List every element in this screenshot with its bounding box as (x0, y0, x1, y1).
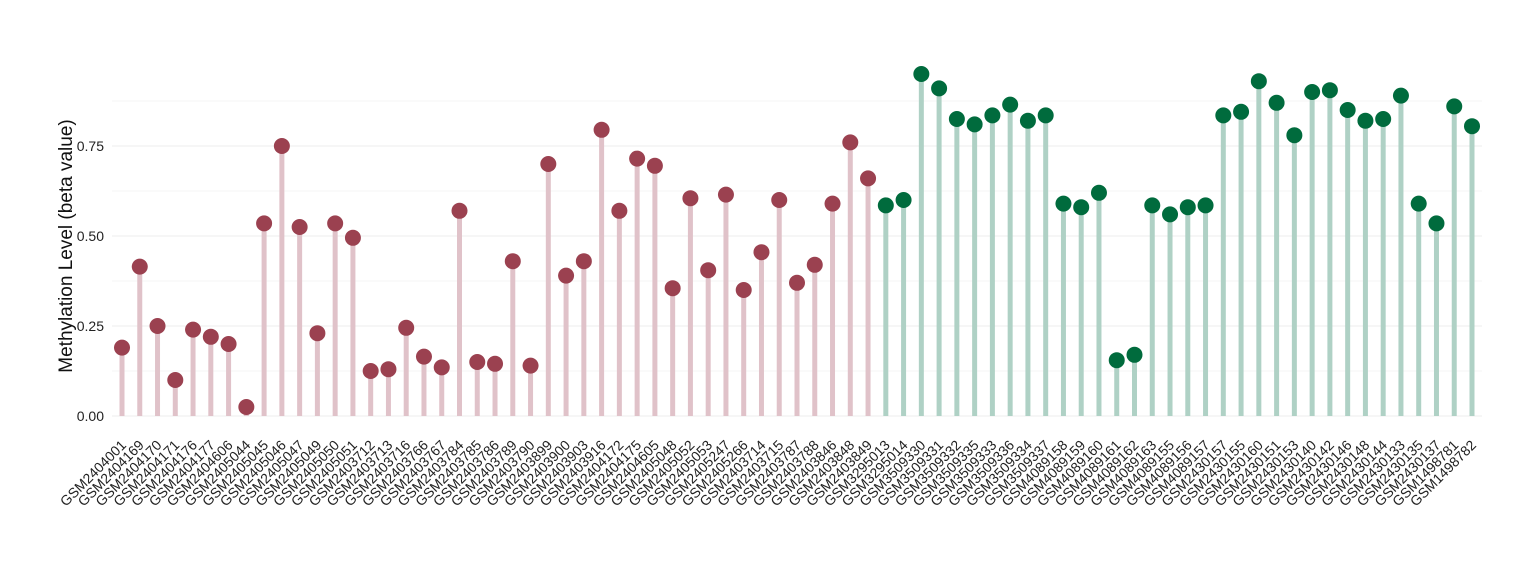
point-GSM2430144 (1375, 111, 1392, 127)
point-GSM2405044 (238, 399, 255, 415)
y-axis-title: Methylation Level (beta value) (56, 119, 77, 372)
point-GSM2404606 (220, 336, 237, 352)
point-GSM4089159 (1073, 199, 1090, 216)
point-GSM2404171 (167, 372, 184, 388)
point-GSM2404176 (185, 321, 202, 338)
point-GSM2403849 (860, 170, 877, 187)
point-GSM2405247 (717, 186, 734, 203)
point-GSM2403716 (398, 319, 415, 336)
point-GSM2403785 (469, 354, 486, 370)
point-GSM2403787 (789, 274, 805, 291)
point-GSM2430146 (1339, 102, 1356, 118)
point-GSM3295013 (877, 197, 894, 214)
point-GSM2430140 (1304, 84, 1321, 100)
point-GSM2405266 (735, 282, 752, 298)
point-GSM2403766 (415, 348, 432, 365)
point-GSM2403788 (806, 256, 823, 273)
point-GSM2404170 (149, 318, 166, 334)
point-GSM2403786 (487, 355, 504, 372)
point-GSM2403903 (575, 253, 592, 270)
point-GSM2405051 (344, 229, 361, 246)
point-GSM2403848 (842, 134, 859, 151)
point-GSM2404177 (202, 328, 219, 345)
point-GSM2405053 (700, 262, 717, 279)
point-GSM2404605 (646, 157, 663, 174)
point-GSM3509335 (966, 116, 983, 133)
point-GSM2430133 (1392, 87, 1409, 104)
point-GSM2430155 (1233, 103, 1250, 120)
y-tick-label: 0.25 (77, 318, 104, 334)
point-GSM2405052 (682, 190, 699, 207)
point-GSM2404001 (114, 339, 130, 356)
point-GSM2430153 (1286, 127, 1303, 144)
point-GSM4089162 (1126, 346, 1143, 363)
point-GSM2430148 (1357, 112, 1374, 129)
point-GSM3509333 (984, 107, 1001, 124)
point-GSM2404172 (611, 202, 628, 219)
point-GSM3509337 (1037, 107, 1054, 124)
point-GSM2403846 (824, 195, 841, 212)
point-GSM4089156 (1179, 199, 1196, 216)
point-GSM4089157 (1197, 197, 1214, 214)
point-GSM1498782 (1464, 118, 1480, 135)
point-GSM2403767 (433, 359, 450, 376)
x-axis: GSM2404001GSM2404169GSM2404170GSM2404171… (57, 437, 1480, 510)
point-GSM4089163 (1144, 197, 1161, 214)
point-GSM2403899 (540, 156, 557, 172)
point-GSM2403790 (522, 357, 539, 374)
point-GSM2403712 (362, 363, 379, 379)
point-GSM2404169 (131, 258, 148, 275)
point-GSM2403784 (451, 202, 468, 219)
point-GSM2430142 (1321, 82, 1338, 99)
point-GSM3295014 (895, 192, 912, 208)
point-GSM2405046 (273, 138, 290, 154)
point-GSM2403900 (558, 267, 575, 284)
y-tick-label: 0.50 (77, 228, 104, 244)
points-layer (114, 66, 1480, 415)
stems-layer (119, 74, 1475, 416)
point-GSM2403916 (593, 121, 610, 138)
point-GSM2405049 (309, 325, 326, 342)
point-GSM4089158 (1055, 195, 1072, 212)
point-GSM2405048 (664, 280, 681, 297)
y-tick-label: 0.00 (77, 408, 104, 424)
point-GSM2403789 (504, 253, 521, 270)
point-GSM2403714 (753, 244, 770, 261)
y-axis: 0.00 0.25 0.50 0.75 (77, 138, 104, 424)
point-GSM2430157 (1215, 107, 1232, 124)
point-GSM2430137 (1428, 215, 1445, 232)
point-GSM2405050 (327, 215, 344, 232)
point-GSM3509336 (1002, 96, 1019, 113)
point-GSM3509332 (948, 111, 965, 127)
point-GSM2430135 (1410, 195, 1427, 212)
point-GSM4089161 (1108, 352, 1125, 369)
point-GSM2404175 (629, 150, 646, 167)
point-GSM2403715 (771, 192, 788, 208)
point-GSM1498781 (1446, 98, 1463, 115)
y-tick-label: 0.75 (77, 138, 104, 154)
point-GSM2405047 (291, 219, 308, 235)
point-GSM3509331 (931, 80, 948, 97)
point-GSM3509330 (913, 66, 930, 82)
point-GSM2430160 (1250, 73, 1267, 90)
point-GSM4089155 (1162, 206, 1179, 223)
point-GSM3509334 (1019, 112, 1036, 129)
point-GSM2403713 (380, 361, 397, 378)
point-GSM2430151 (1268, 94, 1285, 111)
point-GSM4089160 (1090, 184, 1107, 201)
point-GSM2405045 (256, 215, 273, 232)
